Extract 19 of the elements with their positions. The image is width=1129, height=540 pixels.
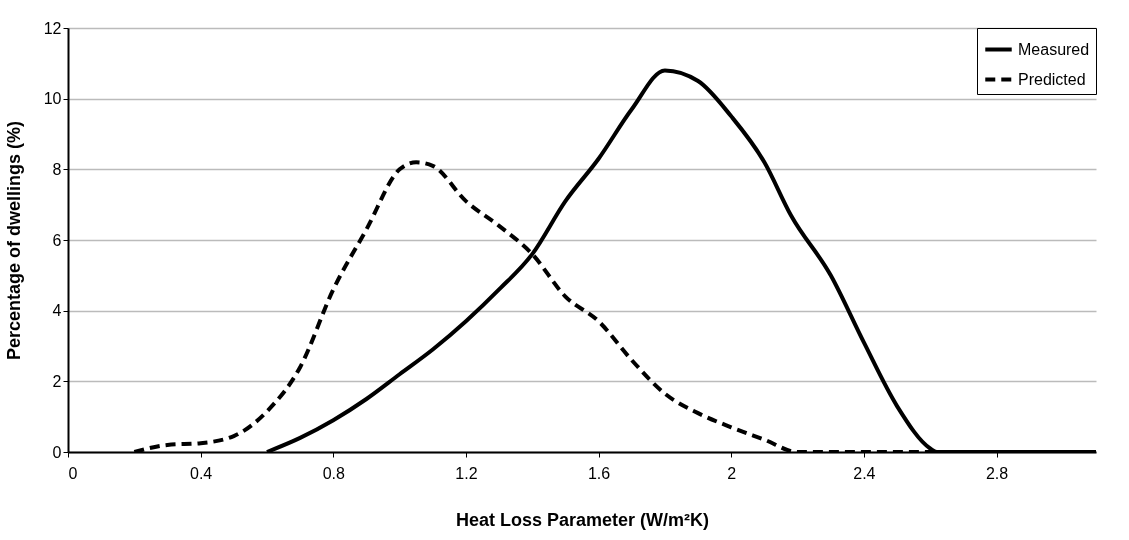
- y-axis-title: Percentage of dwellings (%): [3, 120, 24, 361]
- x-tick-label: 0: [68, 464, 78, 482]
- legend-label: Predicted: [1018, 70, 1086, 88]
- x-tick-label: 2.4: [853, 464, 876, 482]
- legend-label: Measured: [1018, 40, 1090, 58]
- y-tick-label: 6: [52, 231, 62, 249]
- y-tick-label: 4: [52, 302, 62, 320]
- x-axis-title: Heat Loss Parameter (W/m²K): [455, 509, 710, 530]
- y-tick-label: 12: [43, 19, 62, 37]
- y-tick-label: 10: [43, 90, 62, 108]
- y-tick-label: 0: [52, 443, 62, 461]
- x-tick-label: 2: [727, 464, 737, 482]
- y-tick-label: 2: [52, 372, 62, 390]
- x-tick-label: 1.2: [455, 464, 478, 482]
- x-tick-label: 1.6: [587, 464, 611, 482]
- x-tick-label: 0.4: [190, 464, 213, 482]
- x-tick-label: 0.8: [322, 464, 346, 482]
- y-tick-label: 8: [52, 160, 62, 178]
- x-tick-label: 2.8: [985, 464, 1009, 482]
